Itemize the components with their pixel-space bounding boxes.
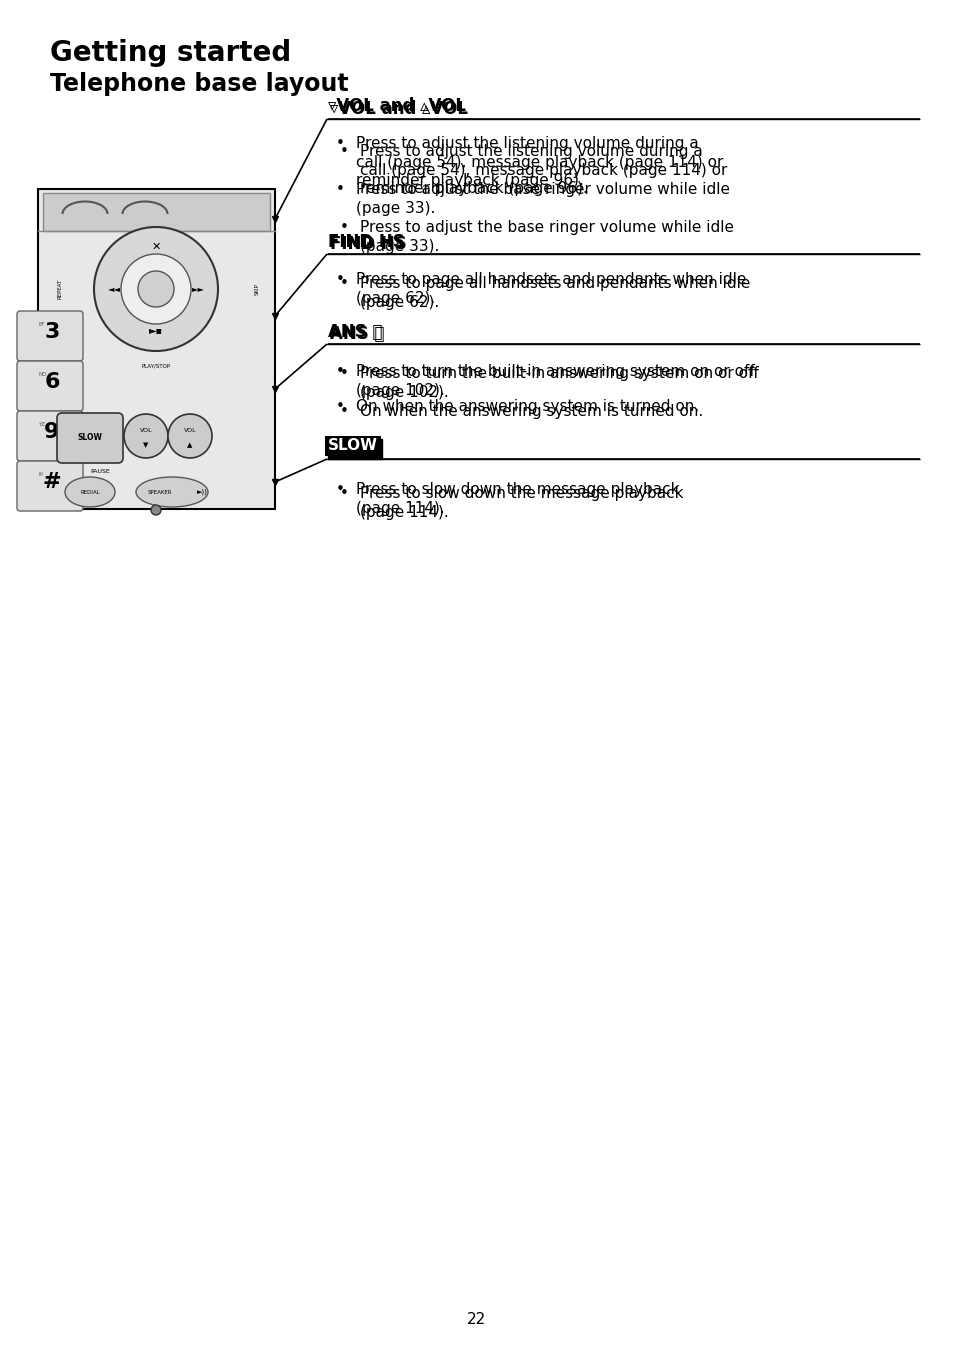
Text: 3: 3 bbox=[44, 322, 60, 343]
Circle shape bbox=[121, 255, 191, 324]
Text: SKIP: SKIP bbox=[254, 283, 259, 295]
Text: YZ: YZ bbox=[38, 422, 45, 427]
Text: ►)): ►)) bbox=[196, 489, 207, 496]
Text: Ⅱ♯: Ⅱ♯ bbox=[38, 473, 43, 477]
Text: EF: EF bbox=[38, 322, 45, 328]
Text: •: • bbox=[339, 486, 349, 501]
FancyBboxPatch shape bbox=[17, 362, 83, 412]
Text: •: • bbox=[335, 364, 345, 379]
Text: VOL: VOL bbox=[184, 428, 196, 433]
Text: •: • bbox=[339, 219, 349, 236]
FancyBboxPatch shape bbox=[17, 311, 83, 362]
Text: On when the answering system is turned on.: On when the answering system is turned o… bbox=[359, 403, 702, 418]
Text: FIND HS: FIND HS bbox=[328, 233, 404, 250]
Circle shape bbox=[94, 227, 218, 351]
Ellipse shape bbox=[65, 477, 115, 506]
Text: ✕: ✕ bbox=[152, 242, 160, 252]
Ellipse shape bbox=[136, 477, 208, 506]
Circle shape bbox=[168, 414, 212, 458]
Text: 22: 22 bbox=[467, 1312, 486, 1327]
Circle shape bbox=[138, 271, 173, 307]
Text: ►▪: ►▪ bbox=[149, 326, 163, 336]
Text: ►►: ►► bbox=[192, 284, 204, 294]
FancyBboxPatch shape bbox=[17, 460, 83, 510]
Text: •: • bbox=[339, 403, 349, 418]
Text: 6: 6 bbox=[44, 372, 60, 393]
Circle shape bbox=[124, 414, 168, 458]
Text: Press to adjust the listening volume during a
call (page 54), message playback (: Press to adjust the listening volume dur… bbox=[359, 144, 726, 196]
Text: SPEAKER: SPEAKER bbox=[148, 490, 172, 494]
FancyBboxPatch shape bbox=[57, 413, 123, 463]
Circle shape bbox=[151, 505, 161, 515]
Text: •: • bbox=[335, 399, 345, 414]
Text: REDIAL: REDIAL bbox=[80, 490, 100, 494]
Text: Press to adjust the base ringer volume while idle
(page 33).: Press to adjust the base ringer volume w… bbox=[359, 219, 733, 253]
Text: ANS ⏻: ANS ⏻ bbox=[330, 325, 384, 343]
Text: DELETE: DELETE bbox=[144, 249, 168, 255]
Text: SLOW: SLOW bbox=[330, 441, 379, 456]
Text: Press to adjust the base ringer volume while idle
(page 33).: Press to adjust the base ringer volume w… bbox=[355, 181, 729, 215]
Text: ANS ⏻: ANS ⏻ bbox=[328, 324, 382, 341]
Text: ▼: ▼ bbox=[143, 441, 149, 448]
Text: Getting started: Getting started bbox=[50, 39, 291, 66]
Text: 9: 9 bbox=[44, 422, 60, 441]
Text: ◄◄: ◄◄ bbox=[108, 284, 120, 294]
Text: NO: NO bbox=[38, 372, 47, 376]
Text: On when the answering system is turned on.: On when the answering system is turned o… bbox=[355, 399, 699, 414]
Text: Press to turn the built-in answering system on or off
(page 102).: Press to turn the built-in answering sys… bbox=[355, 364, 754, 398]
Text: Press to page all handsets and pendants when idle
(page 62).: Press to page all handsets and pendants … bbox=[359, 276, 750, 310]
Text: •: • bbox=[339, 144, 349, 158]
Text: PAUSE: PAUSE bbox=[90, 468, 110, 474]
Text: SLOW: SLOW bbox=[328, 439, 377, 454]
FancyBboxPatch shape bbox=[17, 412, 83, 460]
Text: FIND HS: FIND HS bbox=[330, 236, 406, 253]
Text: Press to adjust the listening volume during a
call (page 54), message playback (: Press to adjust the listening volume dur… bbox=[355, 135, 722, 188]
Text: Press to page all handsets and pendants when idle
(page 62).: Press to page all handsets and pendants … bbox=[355, 272, 745, 306]
FancyBboxPatch shape bbox=[38, 190, 274, 509]
Text: VOL: VOL bbox=[139, 428, 152, 433]
Text: •: • bbox=[335, 181, 345, 196]
Text: Telephone base layout: Telephone base layout bbox=[50, 72, 348, 96]
Text: Press to slow down the message playback
(page 114).: Press to slow down the message playback … bbox=[359, 486, 682, 520]
FancyBboxPatch shape bbox=[43, 194, 270, 232]
Text: ▲: ▲ bbox=[187, 441, 193, 448]
Text: SLOW: SLOW bbox=[77, 433, 102, 443]
Text: ▿VOL and ▵VOL: ▿VOL and ▵VOL bbox=[330, 100, 468, 118]
Text: Press to slow down the message playback
(page 114).: Press to slow down the message playback … bbox=[355, 482, 679, 516]
Text: •: • bbox=[335, 135, 345, 152]
Text: ▿VOL and ▵VOL: ▿VOL and ▵VOL bbox=[328, 97, 465, 115]
Text: •: • bbox=[339, 366, 349, 380]
Text: •: • bbox=[339, 276, 349, 291]
Text: REPEAT: REPEAT bbox=[57, 279, 63, 299]
Text: #: # bbox=[43, 473, 61, 492]
Text: •: • bbox=[335, 482, 345, 497]
Text: PLAY/STOP: PLAY/STOP bbox=[141, 364, 171, 370]
Text: Press to turn the built-in answering system on or off
(page 102).: Press to turn the built-in answering sys… bbox=[359, 366, 758, 399]
Text: •: • bbox=[335, 272, 345, 287]
Text: MIC: MIC bbox=[151, 506, 161, 512]
